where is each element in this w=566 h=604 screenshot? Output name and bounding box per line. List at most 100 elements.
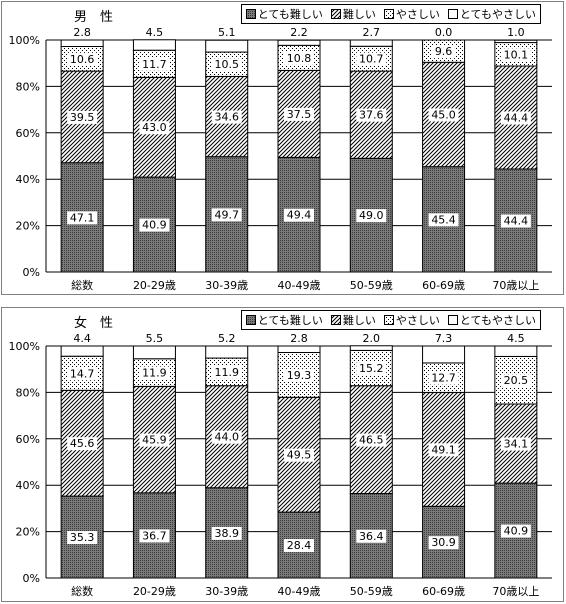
data-label: 4.4	[73, 332, 91, 345]
bar-segment-very-easy	[60, 39, 104, 47]
data-label-background	[211, 208, 242, 222]
data-label: 5.5	[146, 332, 164, 345]
y-tick-label: 100%	[9, 34, 40, 47]
data-label-background	[67, 367, 98, 381]
legend-item: やさしい	[383, 312, 440, 328]
data-label-background	[284, 539, 314, 553]
legend: とても難しい 難しい やさしい とてもやさしい	[240, 4, 541, 24]
data-label-background	[356, 52, 387, 66]
data-label: 45.6	[70, 437, 95, 450]
bar-segment-very-easy	[277, 345, 321, 353]
data-label-background	[356, 209, 387, 223]
data-label: 43.0	[142, 121, 167, 134]
data-label-background	[211, 365, 242, 379]
data-label: 7.3	[435, 332, 453, 345]
data-label: 35.3	[70, 531, 95, 544]
data-label: 2.8	[73, 26, 91, 39]
y-tick-label: 60%	[16, 127, 40, 140]
data-label-background	[139, 529, 170, 543]
data-label: 45.4	[431, 213, 456, 226]
data-label-background	[139, 218, 170, 232]
data-label: 20.5	[504, 374, 529, 387]
data-label: 45.9	[142, 434, 167, 447]
data-label-background	[67, 531, 98, 545]
data-label: 14.7	[70, 367, 95, 380]
data-label-background	[284, 368, 314, 382]
x-tick-label: 50-59歳	[350, 585, 393, 598]
legend-swatch-easy	[383, 9, 394, 19]
data-label: 49.5	[287, 449, 312, 462]
data-label: 28.4	[287, 539, 312, 552]
data-label: 40.9	[142, 219, 167, 232]
data-label: 49.0	[359, 209, 384, 222]
data-label: 49.7	[214, 208, 239, 221]
data-label-background	[428, 108, 459, 122]
y-tick-label: 0%	[23, 572, 40, 585]
chart-title: 男 性	[74, 10, 114, 25]
bar-segment-very-easy	[205, 39, 249, 53]
x-tick-label: 30-39歳	[205, 585, 248, 598]
data-label: 2.0	[363, 332, 381, 345]
legend-item: とてもやさしい	[447, 6, 536, 22]
y-tick-label: 20%	[16, 220, 40, 233]
data-label: 2.2	[290, 26, 308, 39]
legend-swatch-difficult	[330, 315, 341, 325]
data-label-background	[139, 366, 170, 380]
data-label-background	[428, 371, 459, 385]
data-label-background	[356, 529, 387, 543]
data-label-background	[500, 524, 531, 538]
legend-label: とてもやさしい	[459, 314, 536, 327]
data-label: 30.9	[431, 536, 456, 549]
data-label: 44.4	[504, 214, 529, 227]
x-tick-label: 総数	[71, 278, 93, 292]
data-label: 11.9	[142, 367, 167, 380]
y-tick-label: 0%	[23, 266, 40, 279]
data-label-background	[356, 108, 387, 122]
legend-label: やさしい	[395, 8, 440, 21]
data-label: 47.1	[70, 211, 95, 224]
bar-segment-very-easy	[132, 39, 176, 51]
y-tick-label: 60%	[16, 433, 40, 446]
data-label: 36.7	[142, 529, 167, 542]
data-label: 2.8	[290, 332, 308, 345]
bar-segment-very-easy	[205, 345, 249, 359]
data-label: 34.6	[214, 111, 239, 124]
stacked-bar-chart-female: 0% 20% 40% 60% 80% 100% 35.3 45.6 14.7 4.4 総数 36.7 4…	[9, 332, 552, 598]
data-label-background	[500, 111, 531, 125]
chart-title: 女 性	[74, 316, 114, 331]
x-tick-label: 70歳以上	[492, 585, 539, 598]
data-label-background	[139, 121, 170, 135]
legend-label: 難しい	[342, 8, 376, 21]
stacked-bar-chart-male: 0% 20% 40% 60% 80% 100% 47.1 39.5 10.6 2.8 総数 40.9 4…	[9, 26, 552, 292]
data-label: 34.1	[504, 438, 529, 451]
legend-label: とても難しい	[257, 314, 323, 327]
bar-segment-very-easy	[349, 345, 393, 351]
x-tick-label: 70歳以上	[492, 279, 539, 292]
x-tick-label: 60-69歳	[422, 279, 465, 292]
data-label: 11.9	[214, 366, 239, 379]
y-tick-label: 80%	[16, 386, 40, 399]
data-label: 40.9	[504, 525, 529, 538]
data-label-background	[284, 51, 314, 65]
data-label: 38.9	[214, 527, 239, 540]
chart-panel-male: 男 性 とても難しい 難しい やさしい とてもやさしい 0% 20% 40% 60% 8…	[1, 1, 564, 295]
legend-label: 難しい	[342, 314, 376, 327]
legend-label: やさしい	[395, 314, 440, 327]
data-label-background	[500, 437, 531, 451]
data-label: 0.0	[435, 26, 453, 39]
data-label: 9.6	[435, 45, 453, 58]
data-label: 5.1	[218, 26, 236, 39]
data-label: 2.7	[363, 26, 381, 39]
legend-item: 難しい	[330, 312, 376, 328]
data-label-background	[356, 433, 387, 447]
data-label-background	[500, 48, 531, 62]
data-label-background	[428, 213, 459, 227]
data-label-background	[211, 110, 242, 124]
x-tick-label: 50-59歳	[350, 279, 393, 292]
data-label: 15.2	[359, 362, 384, 375]
bar-segment-very-easy	[349, 39, 393, 47]
x-tick-label: 総数	[71, 584, 93, 598]
data-label: 19.3	[287, 369, 312, 382]
legend-item: とてもやさしい	[447, 312, 536, 328]
data-label-background	[500, 214, 531, 228]
